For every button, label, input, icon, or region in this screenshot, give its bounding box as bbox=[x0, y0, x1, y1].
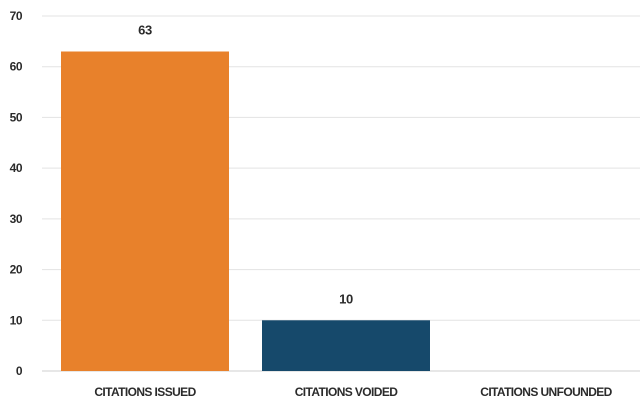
x-category-label: CITATIONS UNFOUNDED bbox=[480, 385, 612, 399]
bar bbox=[262, 320, 430, 371]
y-tick-label: 30 bbox=[10, 212, 23, 226]
y-tick-label: 50 bbox=[10, 110, 23, 124]
data-label: 63 bbox=[138, 23, 152, 38]
y-axis-ticks: 0 10 20 30 40 50 60 70 bbox=[10, 9, 24, 378]
y-tick-label: 0 bbox=[16, 364, 23, 378]
data-label: 10 bbox=[339, 291, 353, 306]
x-category-label: CITATIONS ISSUED bbox=[94, 385, 196, 399]
y-tick-label: 60 bbox=[10, 60, 23, 74]
y-tick-label: 70 bbox=[10, 9, 23, 23]
data-labels: 63 10 bbox=[138, 23, 353, 307]
category-labels: CITATIONS ISSUED CITATIONS VOIDED CITATION… bbox=[94, 385, 613, 399]
bar bbox=[61, 51, 229, 371]
y-tick-label: 40 bbox=[10, 161, 23, 175]
bars bbox=[61, 51, 430, 371]
y-tick-label: 10 bbox=[10, 313, 23, 327]
x-category-label: CITATIONS VOIDED bbox=[295, 385, 399, 399]
y-tick-label: 20 bbox=[10, 263, 23, 277]
